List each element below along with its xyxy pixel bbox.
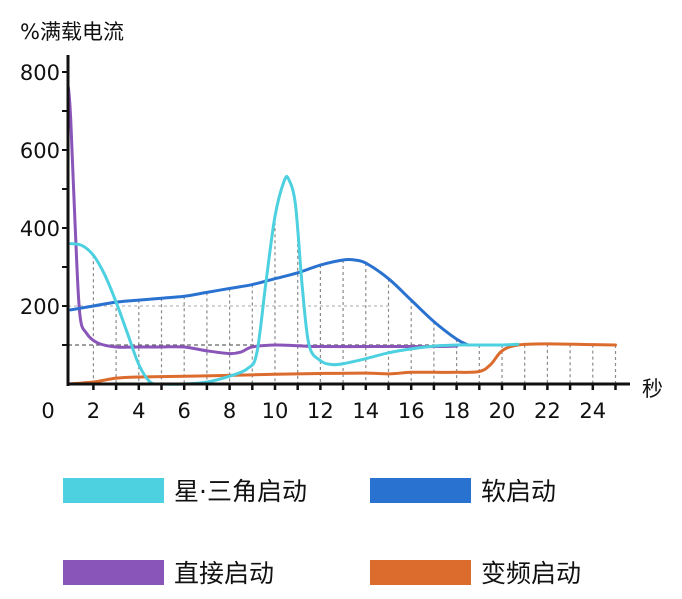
legend-item-direct-start[interactable]: 直接启动 xyxy=(63,554,274,590)
legend-swatch-direct-start xyxy=(63,559,164,585)
legend-item-star-delta[interactable]: 星·三角启动 xyxy=(63,472,307,508)
legend-item-soft-start[interactable]: 软启动 xyxy=(370,472,556,508)
legend-label: 软启动 xyxy=(481,477,557,506)
y-tick-label: 400 xyxy=(20,217,60,241)
legend-swatch-vfd-start xyxy=(370,559,471,585)
x-tick-label: 24 xyxy=(579,399,606,423)
legend-swatch-star-delta xyxy=(63,477,164,503)
y-tick-label: 600 xyxy=(20,139,60,163)
legend-label: 变频启动 xyxy=(481,559,582,588)
y-tick-label: 200 xyxy=(20,295,60,319)
x-tick-label: 0 xyxy=(41,399,54,423)
series-line xyxy=(69,174,520,386)
x-tick-label: 4 xyxy=(132,399,145,423)
x-tick-label: 6 xyxy=(178,399,191,423)
x-tick-label: 20 xyxy=(489,399,516,423)
x-tick-label: 16 xyxy=(398,399,425,423)
x-tick-label: 18 xyxy=(443,399,470,423)
x-tick-label: 10 xyxy=(262,399,289,423)
legend-label: 星·三角启动 xyxy=(174,477,307,506)
x-tick-label: 22 xyxy=(534,399,561,423)
series-lines xyxy=(66,86,617,386)
x-tick-label: 2 xyxy=(87,399,100,423)
y-tick-label: 800 xyxy=(20,61,60,85)
x-tick-label: 12 xyxy=(307,399,334,423)
x-axis-unit: 秒 xyxy=(642,377,663,401)
x-tick-label: 8 xyxy=(223,399,236,423)
y-axis-title: %满载电流 xyxy=(20,20,124,44)
series-line xyxy=(69,257,470,347)
legend-swatch-soft-start xyxy=(370,477,471,503)
series-line xyxy=(66,86,459,356)
legend-item-vfd-start[interactable]: 变频启动 xyxy=(370,554,581,590)
x-tick-label: 14 xyxy=(352,399,379,423)
legend-label: 直接启动 xyxy=(174,559,275,588)
